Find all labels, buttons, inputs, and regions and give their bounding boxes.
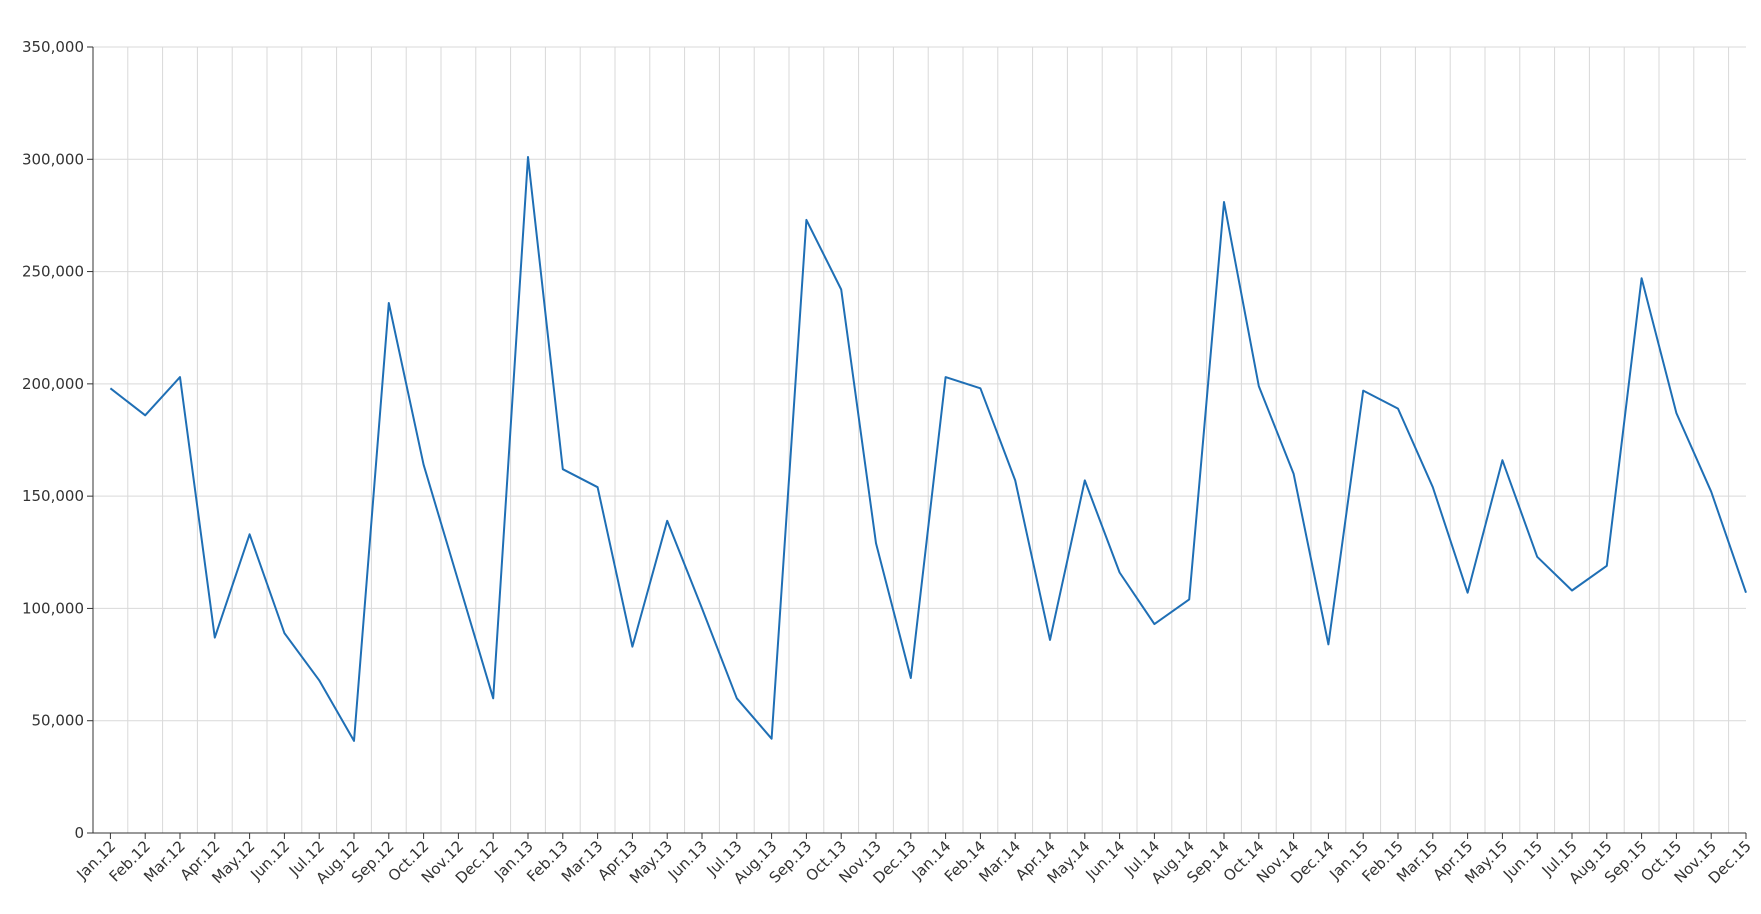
y-tick-label: 100,000 [22,599,84,617]
x-tick-label: Jun.13 [664,837,711,884]
x-tick-label: Jun.12 [246,837,293,884]
y-tick-label: 200,000 [22,375,84,393]
x-tick-label: Jun.14 [1082,837,1129,884]
gridlines [93,46,1746,833]
y-axis-tick-labels: 0 50,000 100,000 150,000 200,000 250,000 300,0… [22,38,84,842]
y-tick-label: 300,000 [22,150,84,168]
x-tick-label: Jun.15 [1499,837,1546,884]
y-tick-label: 250,000 [22,263,84,281]
y-tick-label: 350,000 [22,38,84,56]
x-axis-tick-labels: Jan.12Feb.12Mar.12Apr.12May.12Jun.12Jul.… [73,837,1755,887]
series-line [109,156,1747,742]
y-tick-label: 50,000 [32,712,85,730]
y-tick-label: 150,000 [22,487,84,505]
y-tick-label: 0 [74,824,84,842]
series-layer [109,156,1747,742]
axes [87,46,1747,839]
